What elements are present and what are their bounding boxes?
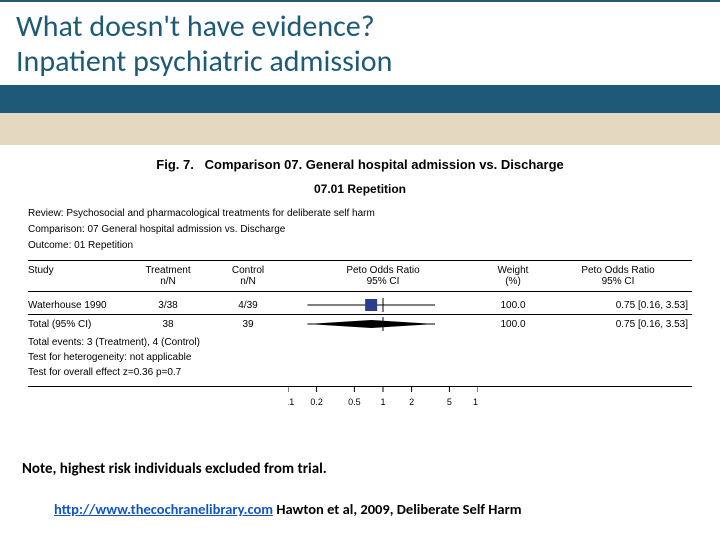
- svg-text:0.1: 0.1: [288, 397, 294, 407]
- col-control: Control n/N: [208, 265, 288, 287]
- col-study: Study: [28, 265, 128, 287]
- col-weight-label: Weight: [498, 265, 529, 276]
- band-dark: [0, 85, 720, 113]
- slide-title-line1: What doesn't have evidence?: [16, 10, 704, 45]
- col-plot-label: Peto Odds Ratio: [346, 265, 419, 276]
- footnote-2: Test for heterogeneity: not applicable: [28, 350, 692, 365]
- col-treatment-label: Treatment: [145, 265, 190, 276]
- cell-or: 0.75 [0.16, 3.53]: [548, 300, 688, 311]
- figure-subtitle: 07.01 Repetition: [28, 182, 692, 196]
- svg-text:1: 1: [380, 397, 385, 407]
- col-or-label: Peto Odds Ratio: [581, 265, 654, 276]
- meta-outcome: Outcome: 01 Repetition: [28, 238, 692, 254]
- col-control-label: Control: [232, 265, 264, 276]
- col-weight: Weight (%): [478, 265, 548, 287]
- cell-plot: [288, 298, 478, 312]
- col-treatment-sub: n/N: [128, 276, 208, 287]
- citation-rest: Hawton et al, 2009, Deliberate Self Harm: [273, 500, 521, 518]
- footnotes: Total events: 3 (Treatment), 4 (Control)…: [28, 333, 692, 386]
- table-row: Waterhouse 1990 3/38 4/39 100.0 0.75 [0.…: [28, 292, 692, 314]
- figure-label: Fig. 7.: [156, 157, 194, 172]
- summary-label: Total (95% CI): [28, 319, 128, 330]
- band-tan: [0, 113, 720, 145]
- svg-text:2: 2: [409, 397, 414, 407]
- axis-row: 0.1 0.2 0.5 1 2 5 10: [28, 387, 692, 421]
- cell-treatment: 3/38: [128, 300, 208, 311]
- svg-text:10: 10: [473, 397, 478, 407]
- figure-area: Fig. 7. Comparison 07. General hospital …: [0, 145, 720, 421]
- svg-text:5: 5: [447, 397, 452, 407]
- col-weight-sub: (%): [478, 276, 548, 287]
- figure-meta: Review: Psychosocial and pharmacological…: [28, 206, 692, 254]
- svg-text:0.2: 0.2: [310, 397, 323, 407]
- col-plot: Peto Odds Ratio 95% CI: [288, 265, 478, 287]
- summary-row: Total (95% CI) 38 39 100.0 0.75 [0.16, 3…: [28, 315, 692, 333]
- svg-text:0.5: 0.5: [348, 397, 361, 407]
- figure-title-text: Comparison 07. General hospital admissio…: [205, 157, 564, 172]
- col-or-sub: 95% CI: [548, 276, 688, 287]
- col-plot-sub: 95% CI: [288, 276, 478, 287]
- footnote-1: Total events: 3 (Treatment), 4 (Control): [28, 335, 692, 350]
- slide-title-line2: Inpatient psychiatric admission: [16, 45, 704, 80]
- citation: http://www.thecochranelibrary.com Hawton…: [54, 500, 522, 518]
- forest-plot-table: Study Treatment n/N Control n/N Peto Odd…: [28, 260, 692, 421]
- exclusion-note: Note, highest risk individuals excluded …: [22, 460, 327, 478]
- table-header: Study Treatment n/N Control n/N Peto Odd…: [28, 260, 692, 292]
- title-block: What doesn't have evidence? Inpatient ps…: [0, 0, 720, 85]
- footnote-3: Test for overall effect z=0.36 p=0.7: [28, 365, 692, 380]
- cell-study: Waterhouse 1990: [28, 300, 128, 311]
- cell-control: 4/39: [208, 300, 288, 311]
- col-or: Peto Odds Ratio 95% CI: [548, 265, 688, 287]
- summary-treatment: 38: [128, 319, 208, 330]
- col-control-sub: n/N: [208, 276, 288, 287]
- summary-weight: 100.0: [478, 319, 548, 330]
- meta-comparison: Comparison: 07 General hospital admissio…: [28, 222, 692, 238]
- figure-title: Fig. 7. Comparison 07. General hospital …: [28, 157, 692, 172]
- col-treatment: Treatment n/N: [128, 265, 208, 287]
- summary-control: 39: [208, 319, 288, 330]
- citation-link[interactable]: http://www.thecochranelibrary.com: [54, 500, 273, 518]
- summary-plot: [288, 317, 478, 331]
- summary-or: 0.75 [0.16, 3.53]: [548, 319, 688, 330]
- meta-review: Review: Psychosocial and pharmacological…: [28, 206, 692, 222]
- cell-weight: 100.0: [478, 300, 548, 311]
